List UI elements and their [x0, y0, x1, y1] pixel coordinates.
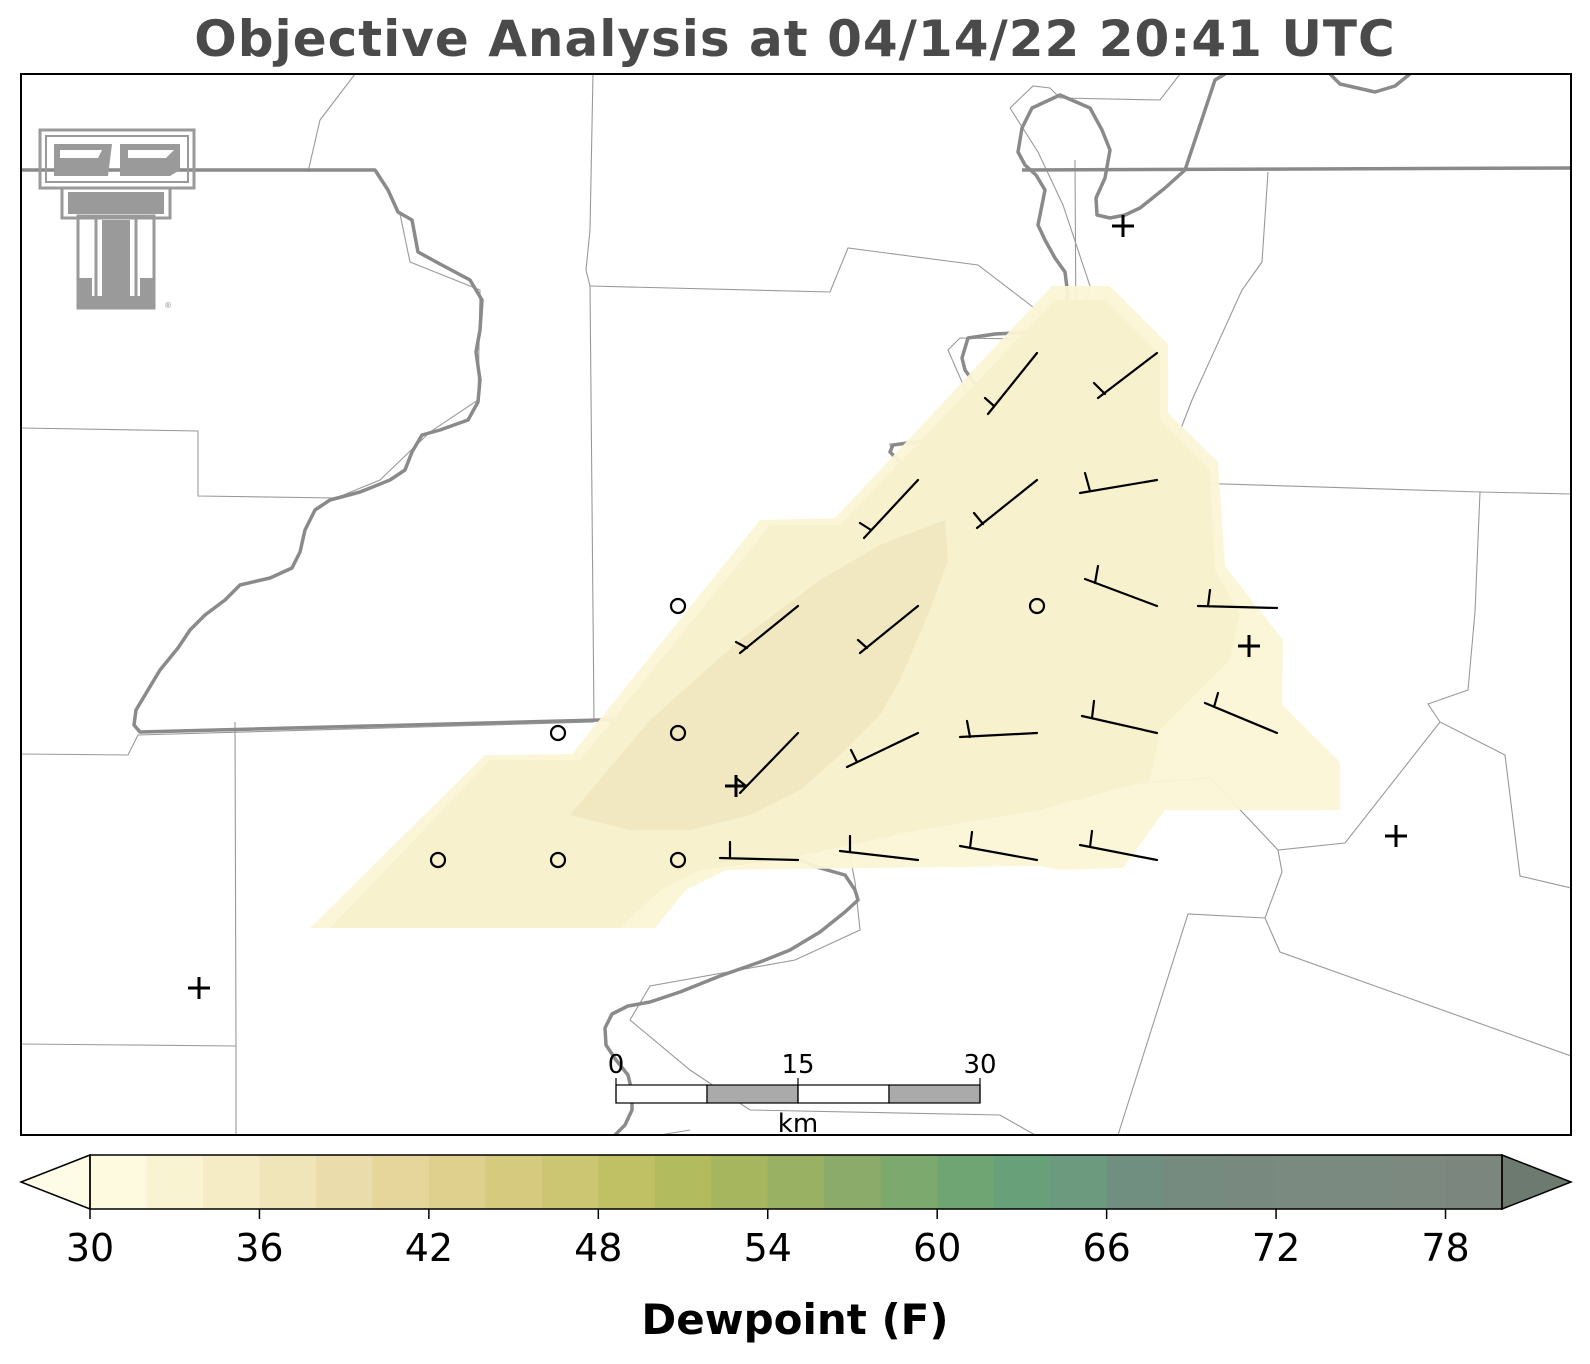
colorbar-cell: [598, 1155, 656, 1209]
calm-station-marker: [669, 851, 687, 869]
wind-barb: [718, 840, 800, 862]
colorbar-cell: [428, 1155, 486, 1209]
calm-station-marker: [549, 851, 567, 869]
map-title: Objective Analysis at 04/14/22 20:41 UTC: [194, 10, 1396, 68]
colorbar-cell: [1050, 1155, 1108, 1209]
calm-station-marker: [1028, 597, 1046, 615]
colorbar-tick-label: 42: [405, 1226, 453, 1270]
scale-bar: 0 15 30 km: [608, 1050, 997, 1139]
scale-label-0: 0: [608, 1050, 625, 1080]
colorbar-cells: [90, 1155, 1503, 1209]
colorbar-over-triangle: [1501, 1153, 1574, 1211]
wind-barb: [1083, 564, 1159, 608]
colorbar-cell: [372, 1155, 430, 1209]
colorbar-cell: [1219, 1155, 1277, 1209]
colorbar-cell: [1276, 1155, 1334, 1209]
calm-stations: [429, 597, 1046, 869]
colorbar-cell: [1445, 1155, 1503, 1209]
wind-barb: [838, 834, 920, 862]
dewpoint-fill: [310, 286, 1340, 928]
wind-barb: [1078, 829, 1159, 862]
colorbar-cell: [90, 1155, 147, 1209]
wind-barb: [734, 731, 800, 795]
calm-station-marker: [669, 724, 687, 742]
colorbar-cell: [880, 1155, 938, 1209]
colorbar-cell: [259, 1155, 317, 1209]
scale-label-15: 15: [781, 1050, 814, 1080]
plus-marker: [1385, 825, 1407, 847]
colorbar-outline: [89, 1154, 1503, 1210]
colorbar-cell: [315, 1155, 373, 1209]
colorbar-cell: [937, 1155, 995, 1209]
wind-barb: [983, 351, 1039, 416]
svg-text:®: ®: [164, 301, 172, 310]
colorbar-cell: [1332, 1155, 1390, 1209]
wind-barb: [958, 719, 1039, 739]
wind-barb: [1080, 699, 1159, 735]
missing-stations: [188, 215, 1407, 999]
calm-station-marker: [429, 851, 447, 869]
colorbar-cell: [541, 1155, 599, 1209]
colorbar-tick-label: 60: [913, 1226, 961, 1270]
colorbar-cell: [1106, 1155, 1164, 1209]
colorbar-under-triangle: [18, 1153, 91, 1211]
map-frame: [20, 73, 1572, 1136]
colorbar-tick-label: 66: [1082, 1226, 1130, 1270]
colorbar-tick-label: 36: [235, 1226, 283, 1270]
wind-barb: [972, 478, 1039, 530]
wind-barb: [858, 478, 920, 540]
calm-station-marker: [549, 724, 567, 742]
colorbar-tick-label: 72: [1252, 1226, 1300, 1270]
plus-marker: [1238, 635, 1260, 657]
colorbar-title: Dewpoint (F): [641, 1295, 949, 1344]
scale-unit: km: [778, 1109, 818, 1139]
colorbar-cell: [711, 1155, 769, 1209]
plus-marker: [188, 977, 210, 999]
colorbar-ticks: 30 36 42 48 54 60 66 72 78: [66, 1209, 1470, 1270]
plus-marker: [1112, 215, 1134, 237]
wind-barb: [1203, 691, 1279, 735]
colorbar-cell: [1163, 1155, 1221, 1209]
wind-barb: [1078, 471, 1159, 495]
colorbar-cell: [993, 1155, 1051, 1209]
colorbar-cell: [202, 1155, 260, 1209]
colorbar-tick-label: 78: [1421, 1226, 1469, 1270]
wind-barb: [1196, 588, 1279, 610]
colorbar-cell: [146, 1155, 204, 1209]
calm-station-marker: [669, 597, 687, 615]
wind-barb: [845, 731, 920, 769]
colorbar-cell: [485, 1155, 543, 1209]
texas-tech-logo: ®: [38, 128, 196, 310]
colorbar-cell: [767, 1155, 825, 1209]
colorbar-cell: [654, 1155, 712, 1209]
wind-barb: [734, 604, 800, 655]
colorbar: 30 36 42 48 54 60 66 72 78: [18, 1153, 1574, 1270]
colorbar-tick-label: 30: [66, 1226, 114, 1270]
colorbar-tick-label: 54: [744, 1226, 792, 1270]
colorbar-cell: [1389, 1155, 1447, 1209]
map-area[interactable]: 0 15 30 km ®: [21, 74, 1571, 1139]
wind-barb: [1092, 351, 1159, 400]
wind-barb: [856, 604, 920, 655]
scale-label-30: 30: [963, 1050, 996, 1080]
colorbar-tick-label: 48: [574, 1226, 622, 1270]
wind-barbs: [718, 351, 1279, 862]
colorbar-cell: [824, 1155, 882, 1209]
wind-barb: [958, 830, 1039, 862]
